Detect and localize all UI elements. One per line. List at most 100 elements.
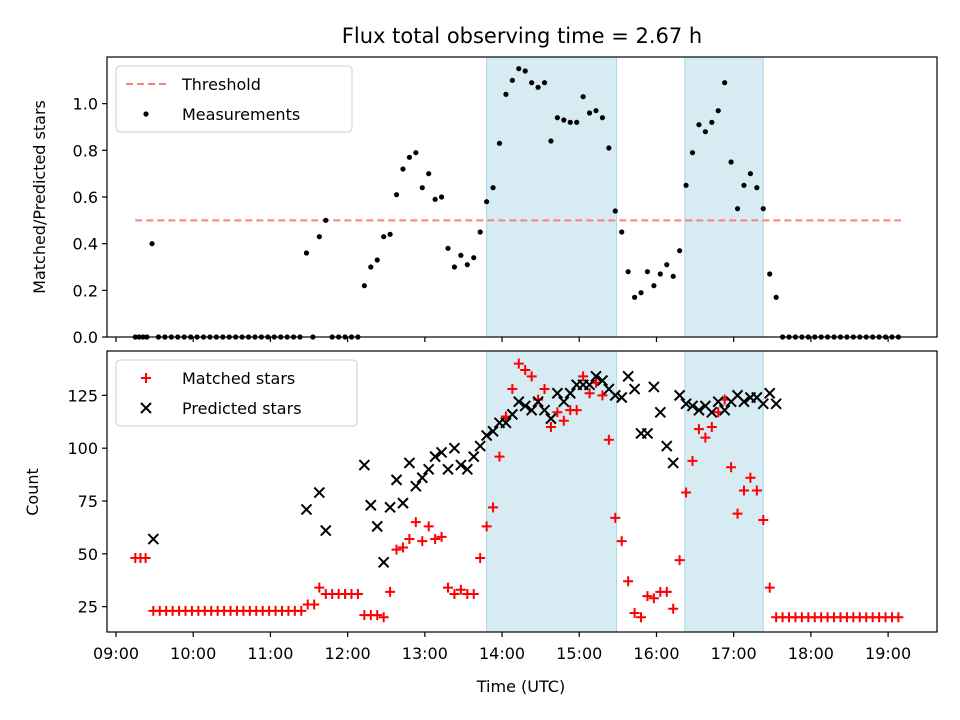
data-point bbox=[728, 159, 734, 165]
data-point bbox=[410, 517, 421, 528]
data-point bbox=[149, 241, 155, 247]
data-point bbox=[673, 389, 686, 402]
data-point bbox=[648, 593, 659, 604]
data-point bbox=[316, 234, 322, 240]
data-point bbox=[623, 576, 634, 587]
x-tick-label: 13:00 bbox=[402, 644, 448, 663]
data-point bbox=[393, 192, 400, 198]
data-point bbox=[458, 252, 464, 258]
data-point bbox=[567, 119, 573, 125]
data-point bbox=[687, 455, 698, 466]
data-point bbox=[545, 422, 556, 433]
data-point bbox=[429, 450, 441, 463]
data-point bbox=[564, 387, 576, 399]
data-point bbox=[468, 450, 480, 463]
top-panel: 0.0 0.2 0.4 0.6 0.8 1.0 Threshold Measurements bbox=[73, 56, 938, 347]
data-point bbox=[300, 503, 313, 516]
data-point bbox=[616, 391, 628, 404]
data-point bbox=[378, 612, 389, 623]
data-point bbox=[397, 542, 408, 553]
data-point bbox=[661, 586, 672, 597]
series-matched-stars bbox=[130, 358, 904, 623]
data-point bbox=[654, 406, 667, 418]
data-point bbox=[140, 553, 151, 564]
data-point bbox=[636, 612, 647, 623]
x-tick-label: 10:00 bbox=[170, 644, 216, 663]
data-point bbox=[413, 150, 419, 156]
data-point bbox=[381, 234, 387, 240]
data-point bbox=[371, 520, 383, 533]
data-point bbox=[619, 229, 625, 235]
data-point bbox=[628, 383, 641, 395]
data-point bbox=[385, 586, 396, 597]
x-axis-label: Time (UTC) bbox=[476, 677, 565, 696]
data-point bbox=[680, 398, 692, 410]
legend-marker bbox=[140, 402, 152, 414]
data-point bbox=[586, 110, 593, 116]
data-point bbox=[616, 536, 627, 547]
data-point bbox=[296, 605, 307, 616]
data-point bbox=[661, 440, 673, 452]
legend-box bbox=[115, 65, 353, 133]
data-point bbox=[513, 395, 525, 408]
data-point bbox=[693, 424, 704, 435]
data-point bbox=[583, 379, 596, 391]
data-point bbox=[651, 283, 657, 289]
data-point bbox=[397, 497, 409, 509]
plot-frame bbox=[106, 350, 938, 633]
data-point bbox=[516, 66, 522, 72]
data-point bbox=[529, 80, 535, 86]
x-tick-label: 12:00 bbox=[325, 644, 371, 663]
y-tick-label: 0.4 bbox=[73, 235, 98, 254]
y-tick-label: 0.8 bbox=[73, 141, 98, 160]
y-tick-label: 0.0 bbox=[73, 328, 98, 347]
data-point bbox=[709, 119, 715, 125]
data-point bbox=[738, 395, 750, 408]
data-point bbox=[599, 115, 606, 121]
data-point bbox=[541, 80, 548, 86]
x-tick-label: 11:00 bbox=[247, 644, 293, 663]
data-point bbox=[677, 248, 683, 254]
legend-marker bbox=[141, 373, 151, 383]
data-point bbox=[365, 499, 377, 511]
highlight-span-2 bbox=[684, 56, 764, 338]
data-point bbox=[410, 480, 422, 492]
data-point bbox=[770, 398, 782, 410]
data-point bbox=[372, 610, 383, 621]
data-point bbox=[629, 607, 640, 618]
data-point bbox=[436, 531, 447, 542]
data-point bbox=[893, 612, 904, 623]
data-point bbox=[603, 434, 614, 445]
data-point bbox=[535, 84, 541, 90]
data-point bbox=[625, 269, 631, 275]
data-point bbox=[480, 429, 493, 442]
data-point bbox=[484, 199, 490, 205]
data-point bbox=[751, 485, 762, 496]
data-point bbox=[552, 407, 563, 418]
data-point bbox=[496, 140, 503, 146]
data-point bbox=[519, 400, 531, 412]
data-point bbox=[641, 427, 654, 440]
data-point bbox=[561, 117, 567, 123]
data-point bbox=[526, 371, 537, 382]
x-tick-label: 14:00 bbox=[479, 644, 525, 663]
data-point bbox=[702, 129, 708, 135]
y-tick-label: 1.0 bbox=[73, 95, 98, 114]
data-point bbox=[403, 457, 416, 469]
data-point bbox=[718, 404, 731, 416]
data-point bbox=[387, 231, 393, 237]
data-point bbox=[674, 555, 685, 566]
data-point bbox=[490, 185, 496, 191]
x-tick-label: 15:00 bbox=[556, 644, 602, 663]
data-point bbox=[406, 154, 413, 160]
data-point bbox=[442, 463, 454, 476]
data-point bbox=[584, 388, 595, 399]
data-point bbox=[738, 485, 749, 496]
legend-label: Matched stars bbox=[182, 369, 295, 388]
data-point bbox=[368, 264, 374, 270]
data-point bbox=[303, 250, 310, 256]
data-point bbox=[471, 255, 477, 261]
legend: Matched stars Predicted stars bbox=[115, 359, 358, 427]
data-point bbox=[488, 502, 499, 513]
